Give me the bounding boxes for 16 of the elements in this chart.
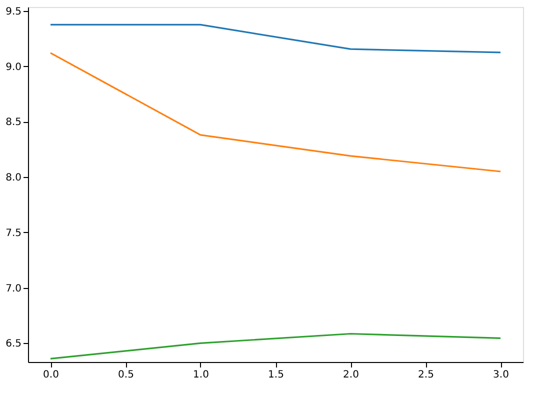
y-tick-label: 9.5 — [6, 6, 22, 18]
x-tick-label: 1.5 — [268, 370, 284, 380]
y-tick-label: 8.5 — [6, 117, 22, 128]
y-tick-label: 7.0 — [6, 283, 22, 294]
y-tick-label: 8.0 — [6, 172, 22, 184]
x-tick-label: 0.0 — [43, 370, 59, 380]
x-tick-label: 1.0 — [193, 370, 209, 380]
line-series — [50, 332, 502, 360]
x-tick-label: 3.0 — [493, 370, 509, 380]
y-tick-label: 7.5 — [6, 228, 22, 239]
x-tick-label: 2.0 — [343, 370, 359, 380]
y-tick-label: 6.5 — [6, 338, 22, 350]
y-tick-label: 9.0 — [6, 62, 22, 73]
line-series — [50, 52, 502, 172]
x-tick-label: 2.5 — [418, 370, 434, 380]
x-tick-label: 0.5 — [118, 370, 134, 380]
